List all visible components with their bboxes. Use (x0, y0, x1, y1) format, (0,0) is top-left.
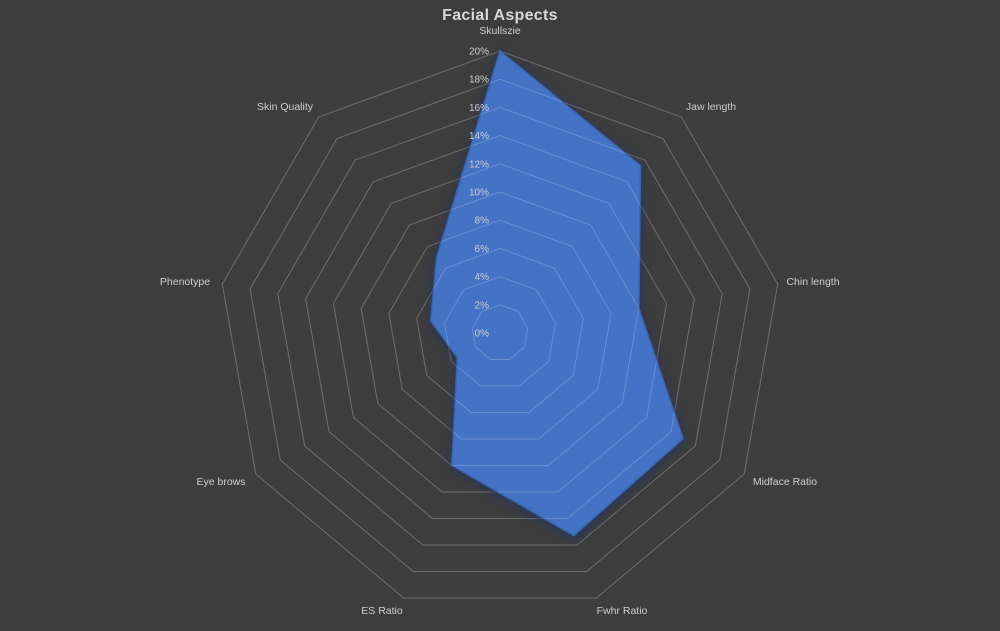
gridline-ring-18% (249, 78, 751, 572)
tick-label-2%: 2% (475, 300, 490, 311)
tick-label-6%: 6% (475, 244, 490, 255)
tick-label-4%: 4% (475, 272, 490, 283)
category-label-skin-quality: Skin Quality (257, 101, 314, 113)
tick-label-10%: 10% (469, 188, 489, 199)
category-label-es-ratio: ES Ratio (361, 605, 403, 617)
gridline-ring-overlay (430, 219, 612, 440)
chart-title: Facial Aspects (442, 7, 558, 24)
gridline-ring-16% (277, 106, 723, 546)
category-label-midface-ratio: Midface Ratio (753, 476, 817, 488)
data-series-polygon[interactable] (429, 49, 685, 537)
gridline-ring-14% (305, 135, 695, 519)
gridline-ring-overlay (430, 163, 668, 493)
tick-label-8%: 8% (475, 216, 490, 227)
category-label-skullszie: Skullszie (479, 25, 521, 37)
tick-label-12%: 12% (469, 159, 489, 170)
category-label-phenotype: Phenotype (160, 276, 210, 288)
category-label-chin-length: Chin length (786, 276, 839, 288)
category-label-fwhr-ratio: Fwhr Ratio (597, 605, 648, 617)
tick-label-16%: 16% (469, 103, 489, 114)
tick-label-14%: 14% (469, 131, 489, 142)
data-series (429, 49, 685, 537)
category-axis-labels: Skullszie Jaw length Chin length Midface Ra… (160, 25, 840, 617)
category-label-jaw-length: Jaw length (686, 101, 736, 113)
tick-label-0%: 0% (475, 329, 490, 340)
gridline-ring-20% (221, 50, 779, 599)
gridline-ring-overlay (430, 191, 640, 466)
gridline-ring-overlay (443, 276, 557, 387)
gridline-ring-overlay (471, 304, 529, 360)
radial-axis-tick-labels: 0% 2% 4% 6% 8% 10% 12% 14% 16% 18% 20% (469, 47, 489, 340)
category-label-eye-brows: Eye brows (196, 476, 245, 488)
tick-label-20%: 20% (469, 47, 489, 58)
tick-label-18%: 18% (469, 75, 489, 86)
